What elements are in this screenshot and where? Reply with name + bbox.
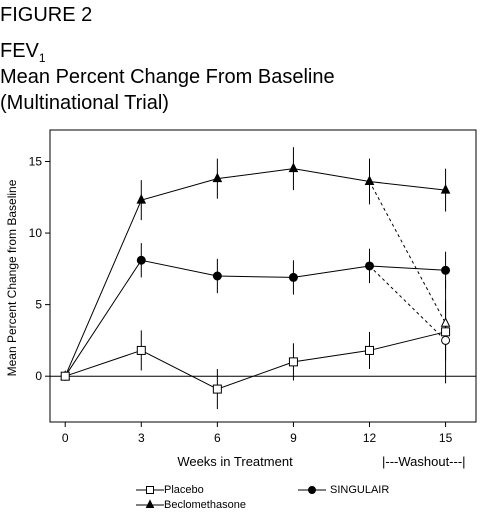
point-placebo-3	[288, 357, 298, 367]
point-singulair-3	[288, 272, 298, 282]
chart-subtitle-1: Mean Percent Change From Baseline	[0, 66, 335, 88]
legend-marker-1	[145, 499, 155, 508]
y-tick-label-1: 5	[35, 298, 42, 312]
x-tick-label-1: 3	[138, 431, 145, 445]
y-tick-label-2: 10	[29, 226, 43, 240]
point-singulair-1	[136, 255, 146, 265]
washout-label: |---Washout---|	[382, 454, 466, 469]
point-singulair-4	[365, 261, 374, 271]
point-placebo-4	[365, 345, 374, 355]
figure-label: FIGURE 2	[0, 4, 93, 26]
series-line-singulair	[64, 259, 446, 377]
x-tick-label-0: 0	[62, 431, 69, 445]
series-line-placebo	[65, 331, 446, 390]
chart-title-subscript: 1	[38, 51, 46, 65]
legend-label-singulair: SINGULAIR	[330, 484, 390, 496]
plot-frame	[49, 129, 477, 423]
y-axis-label: Mean Percent Change from Baseline	[5, 179, 19, 377]
point-placebo-2	[212, 384, 222, 394]
x-tick-label-5: 15	[439, 431, 453, 445]
y-tick-label-3: 15	[29, 154, 43, 168]
point-beclomethasone-1	[136, 194, 147, 204]
point-beclomethasone-5	[440, 183, 451, 194]
x-tick-label-3: 9	[290, 431, 297, 445]
washout-line-singulair	[369, 265, 446, 341]
point-singulair-2	[212, 271, 222, 281]
legend-label-placebo: Placebo	[164, 484, 204, 496]
point-placebo-1	[136, 345, 146, 355]
point-beclomethasone-4	[364, 175, 375, 186]
legend-marker-0	[146, 486, 154, 494]
point-beclomethasone-3	[288, 162, 299, 173]
washout-point-beclomethasone	[440, 317, 451, 327]
x-tick-label-4: 12	[363, 431, 377, 445]
washout-point-singulair	[441, 335, 451, 345]
x-tick-label-2: 6	[214, 431, 221, 445]
chart-title: FEV1	[0, 40, 480, 65]
washout-line-beclomethasone	[369, 181, 447, 324]
y-tick-label-0: 0	[35, 369, 42, 383]
legend-label-beclomethasone: Beclomethasone	[164, 499, 246, 511]
point-placebo-5	[441, 327, 451, 337]
chart-subtitle-2: (Multinational Trial)	[0, 92, 169, 114]
legend-marker-2	[308, 486, 316, 494]
series-line-beclomethasone	[64, 168, 446, 377]
chart-title-main: FEV	[0, 40, 39, 62]
point-placebo-0	[60, 371, 70, 381]
point-beclomethasone-2	[212, 172, 223, 183]
x-axis-label: Weeks in Treatment	[177, 454, 293, 469]
point-singulair-5	[441, 265, 451, 275]
